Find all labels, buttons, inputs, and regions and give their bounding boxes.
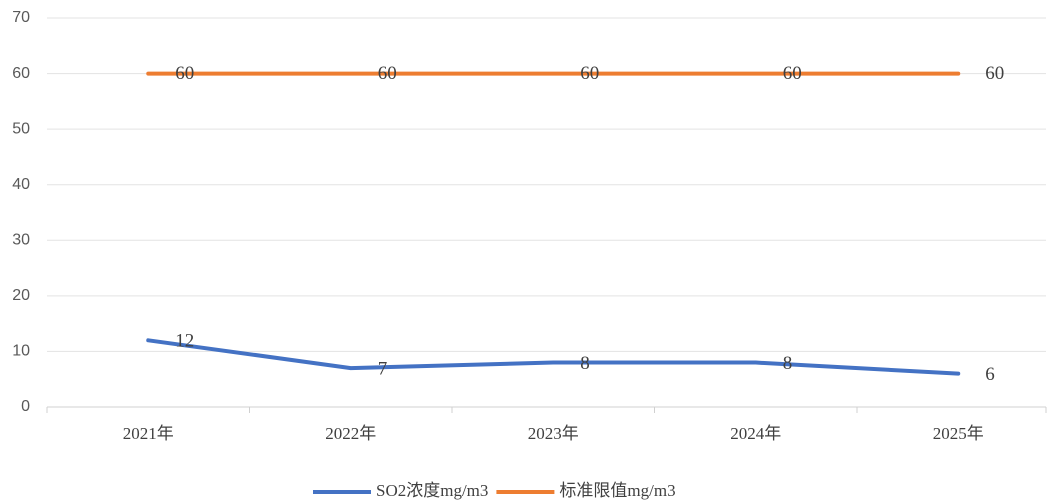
x-tick-label: 2022年 bbox=[325, 424, 376, 443]
y-tick-label: 60 bbox=[12, 65, 30, 82]
data-label: 60 bbox=[378, 63, 397, 84]
y-tick-label: 40 bbox=[12, 176, 30, 193]
y-tick-label: 30 bbox=[12, 232, 30, 249]
y-tick-label: 20 bbox=[12, 287, 30, 304]
y-tick-label: 70 bbox=[12, 9, 30, 26]
x-tick-label: 2024年 bbox=[730, 424, 781, 443]
data-label: 60 bbox=[580, 63, 599, 84]
x-tick-label: 2023年 bbox=[528, 424, 579, 443]
y-tick-label: 50 bbox=[12, 120, 30, 137]
data-label: 60 bbox=[783, 63, 802, 84]
legend-label: 标准限值mg/m3 bbox=[559, 481, 675, 500]
data-label: 60 bbox=[175, 63, 194, 84]
y-tick-label: 0 bbox=[21, 398, 30, 415]
x-tick-label: 2021年 bbox=[123, 424, 174, 443]
data-label: 8 bbox=[783, 353, 793, 374]
data-label: 6 bbox=[985, 364, 995, 385]
data-label: 8 bbox=[580, 353, 590, 374]
legend-label: SO2浓度mg/m3 bbox=[376, 481, 488, 500]
data-label: 12 bbox=[175, 331, 194, 352]
series-line bbox=[146, 338, 961, 376]
x-tick-label: 2025年 bbox=[933, 424, 984, 443]
y-tick-label: 10 bbox=[12, 343, 30, 360]
data-label: 60 bbox=[985, 63, 1004, 84]
data-label: 7 bbox=[378, 358, 388, 379]
